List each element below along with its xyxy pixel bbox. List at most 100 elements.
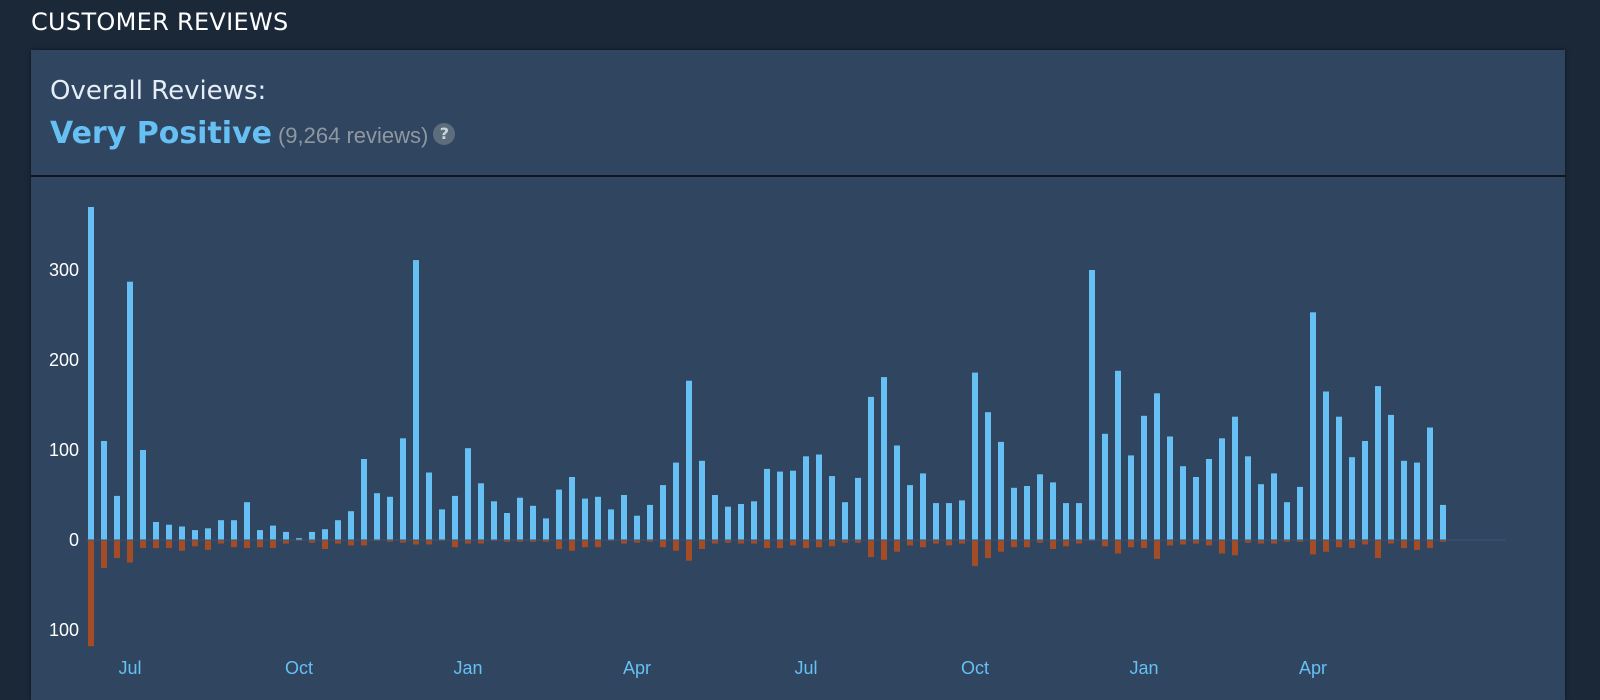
positive-bar[interactable] xyxy=(530,505,536,540)
positive-bar[interactable] xyxy=(1297,486,1303,540)
positive-bar[interactable] xyxy=(1258,484,1264,540)
positive-bar[interactable] xyxy=(361,459,367,540)
negative-bar[interactable] xyxy=(140,540,146,549)
positive-bar[interactable] xyxy=(660,485,666,540)
positive-bar[interactable] xyxy=(452,495,458,540)
positive-bar[interactable] xyxy=(153,522,159,540)
negative-bar[interactable] xyxy=(1440,540,1446,542)
positive-bar[interactable] xyxy=(1427,427,1433,541)
negative-bar[interactable] xyxy=(1336,540,1342,548)
negative-bar[interactable] xyxy=(1427,540,1433,549)
negative-bar[interactable] xyxy=(348,540,354,546)
positive-bar[interactable] xyxy=(881,377,887,540)
negative-bar[interactable] xyxy=(556,540,562,549)
negative-bar[interactable] xyxy=(1232,540,1238,556)
negative-bar[interactable] xyxy=(1115,540,1121,554)
positive-bar[interactable] xyxy=(1323,391,1329,541)
positive-bar[interactable] xyxy=(179,526,185,541)
negative-bar[interactable] xyxy=(1154,540,1160,559)
positive-bar[interactable] xyxy=(218,520,224,540)
negative-bar[interactable] xyxy=(517,540,523,542)
positive-bar[interactable] xyxy=(1349,457,1355,540)
negative-bar[interactable] xyxy=(309,540,315,543)
negative-bar[interactable] xyxy=(179,540,185,551)
negative-bar[interactable] xyxy=(413,540,419,545)
positive-bar[interactable] xyxy=(296,538,302,540)
negative-bar[interactable] xyxy=(1141,540,1147,549)
positive-bar[interactable] xyxy=(946,503,952,540)
negative-bar[interactable] xyxy=(1206,540,1212,546)
positive-bar[interactable] xyxy=(374,493,380,540)
negative-bar[interactable] xyxy=(127,540,133,563)
negative-bar[interactable] xyxy=(595,540,601,548)
positive-bar[interactable] xyxy=(517,497,523,540)
negative-bar[interactable] xyxy=(634,540,640,543)
negative-bar[interactable] xyxy=(1310,540,1316,555)
negative-bar[interactable] xyxy=(881,540,887,560)
negative-bar[interactable] xyxy=(322,540,328,549)
positive-bar[interactable] xyxy=(569,477,575,540)
negative-bar[interactable] xyxy=(504,540,510,542)
negative-bar[interactable] xyxy=(712,540,718,544)
negative-bar[interactable] xyxy=(1128,540,1134,548)
positive-bar[interactable] xyxy=(1401,460,1407,540)
negative-bar[interactable] xyxy=(894,540,900,552)
positive-bar[interactable] xyxy=(439,509,445,540)
positive-bar[interactable] xyxy=(1362,441,1368,540)
positive-bar[interactable] xyxy=(790,470,796,540)
positive-bar[interactable] xyxy=(1336,416,1342,540)
positive-bar[interactable] xyxy=(595,496,601,540)
positive-bar[interactable] xyxy=(1206,459,1212,540)
negative-bar[interactable] xyxy=(569,540,575,551)
positive-bar[interactable] xyxy=(205,528,211,540)
positive-bar[interactable] xyxy=(426,472,432,541)
positive-bar[interactable] xyxy=(920,473,926,540)
negative-bar[interactable] xyxy=(842,540,848,543)
negative-bar[interactable] xyxy=(816,540,822,548)
positive-bar[interactable] xyxy=(1440,504,1446,540)
positive-bar[interactable] xyxy=(829,476,835,540)
positive-bar[interactable] xyxy=(387,496,393,540)
positive-bar[interactable] xyxy=(244,502,250,540)
negative-bar[interactable] xyxy=(1076,540,1082,544)
negative-bar[interactable] xyxy=(1024,540,1030,548)
positive-bar[interactable] xyxy=(998,441,1004,540)
negative-bar[interactable] xyxy=(946,540,952,546)
negative-bar[interactable] xyxy=(192,540,198,547)
positive-bar[interactable] xyxy=(1219,438,1225,540)
positive-bar[interactable] xyxy=(712,495,718,540)
positive-bar[interactable] xyxy=(1388,414,1394,540)
negative-bar[interactable] xyxy=(166,540,172,549)
negative-bar[interactable] xyxy=(101,540,107,568)
negative-bar[interactable] xyxy=(829,540,835,547)
positive-bar[interactable] xyxy=(972,372,978,540)
negative-bar[interactable] xyxy=(205,540,211,550)
positive-bar[interactable] xyxy=(816,454,822,541)
negative-bar[interactable] xyxy=(1388,540,1394,544)
negative-bar[interactable] xyxy=(153,540,159,549)
positive-bar[interactable] xyxy=(1063,503,1069,540)
positive-bar[interactable] xyxy=(478,483,484,540)
positive-bar[interactable] xyxy=(1284,502,1290,540)
positive-bar[interactable] xyxy=(192,530,198,540)
negative-bar[interactable] xyxy=(790,540,796,546)
negative-bar[interactable] xyxy=(1401,540,1407,549)
positive-bar[interactable] xyxy=(166,524,172,540)
negative-bar[interactable] xyxy=(1219,540,1225,554)
positive-bar[interactable] xyxy=(1011,487,1017,540)
positive-bar[interactable] xyxy=(751,501,757,540)
positive-bar[interactable] xyxy=(647,504,653,540)
positive-bar[interactable] xyxy=(1128,455,1134,540)
negative-bar[interactable] xyxy=(699,540,705,549)
negative-bar[interactable] xyxy=(426,540,432,545)
negative-bar[interactable] xyxy=(1362,540,1368,545)
positive-bar[interactable] xyxy=(1271,473,1277,540)
positive-bar[interactable] xyxy=(803,456,809,540)
positive-bar[interactable] xyxy=(1024,486,1030,540)
negative-bar[interactable] xyxy=(1349,540,1355,549)
negative-bar[interactable] xyxy=(647,540,653,542)
negative-bar[interactable] xyxy=(530,540,536,542)
positive-bar[interactable] xyxy=(907,485,913,540)
negative-bar[interactable] xyxy=(764,540,770,549)
positive-bar[interactable] xyxy=(1375,386,1381,540)
